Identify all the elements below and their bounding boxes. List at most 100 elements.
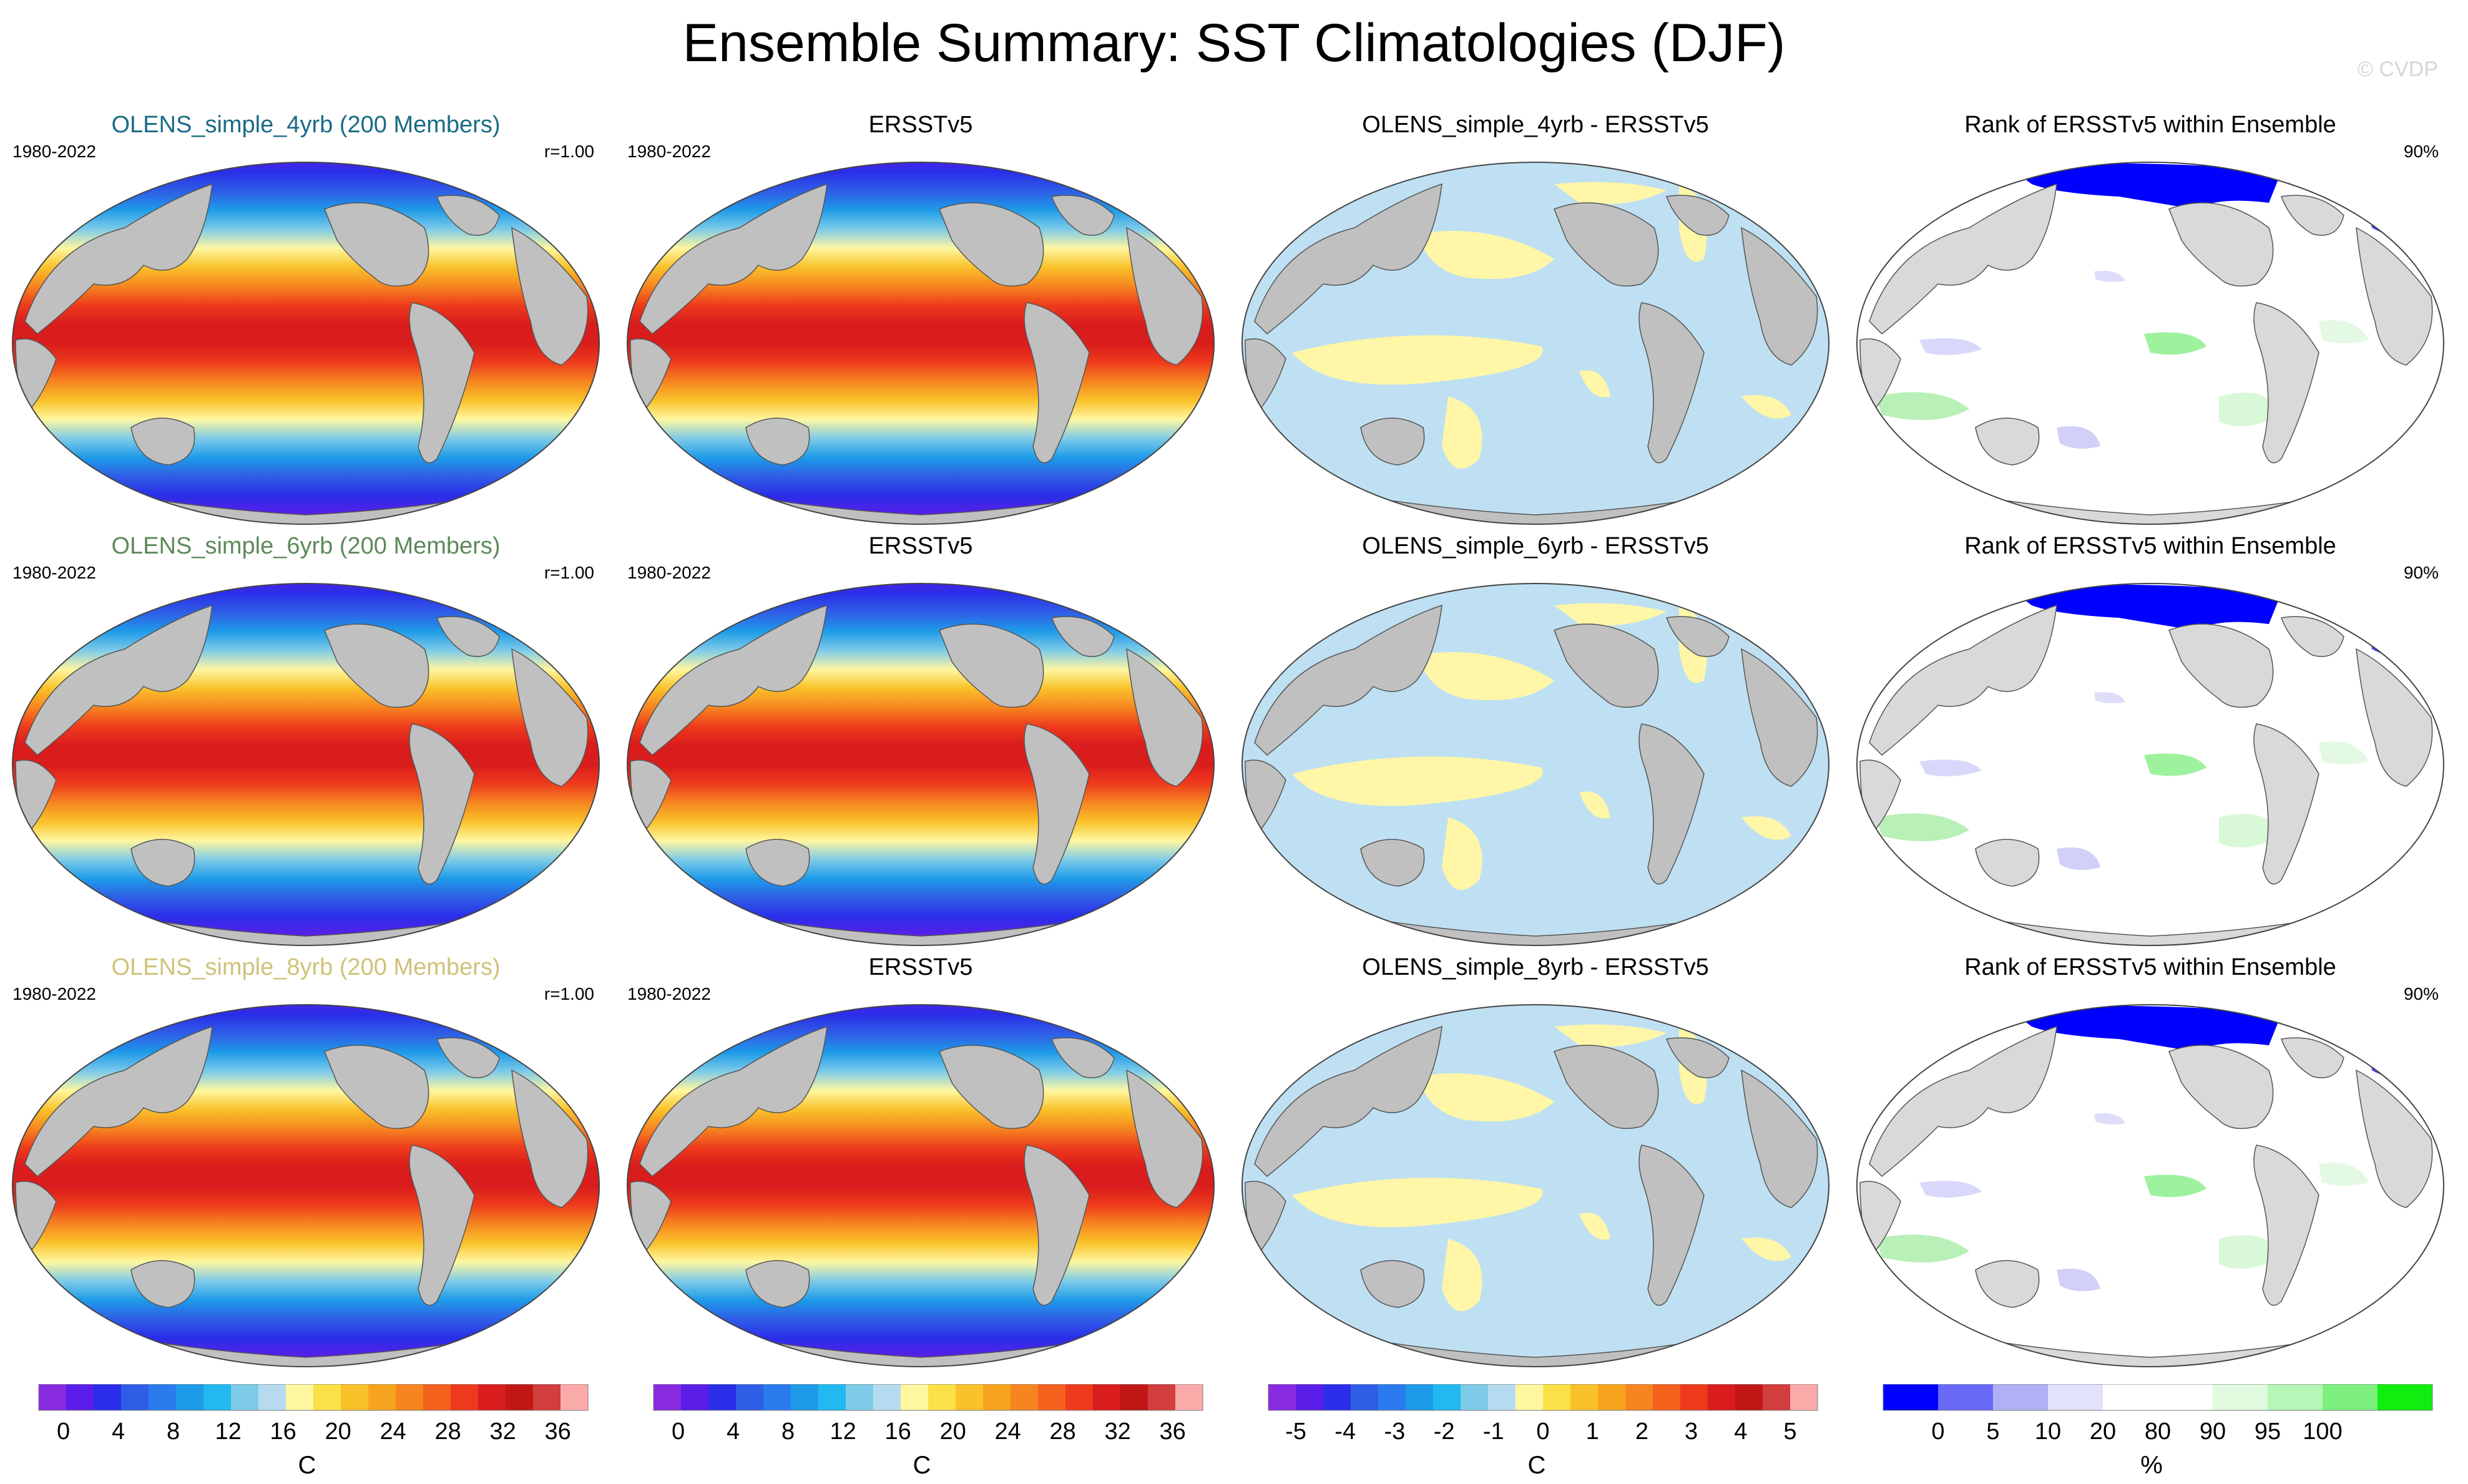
colorbar-swatch <box>1351 1384 1379 1410</box>
rank-percentage-label: 90% <box>2403 563 2439 582</box>
colorbar-swatch <box>423 1384 451 1410</box>
difference-panel-title: OLENS_simple_6yrb - ERSSTv5 <box>1362 533 1709 559</box>
map-panel-diff-row2: OLENS_simple_6yrb - ERSSTv5 <box>1230 530 1841 952</box>
figure-title: Ensemble Summary: SST Climatologies (DJF… <box>682 13 1786 73</box>
colorbar-tick-label: 32 <box>489 1418 516 1445</box>
colorbar-tick-label: 12 <box>830 1418 856 1445</box>
pattern-correlation-label: r=1.00 <box>544 984 594 1003</box>
colorbar-tick-label: 20 <box>2090 1418 2116 1445</box>
colorbar-tick-label: 28 <box>434 1418 461 1445</box>
colorbar-swatch <box>341 1384 369 1410</box>
world-map-diff <box>1241 1004 1829 1367</box>
colorbar-swatch <box>818 1384 846 1410</box>
colorbar-swatch <box>763 1384 791 1410</box>
colorbar-tick-label: 100 <box>2303 1418 2342 1445</box>
colorbar-swatch <box>901 1384 929 1410</box>
ensemble-panel-title: OLENS_simple_6yrb (200 Members) <box>111 533 501 559</box>
colorbar-swatch <box>313 1384 341 1410</box>
colorbar-tick-label: 5 <box>1986 1418 1999 1445</box>
colorbar-swatch <box>1625 1384 1653 1410</box>
map-panel-ens-row1: OLENS_simple_4yrb (200 Members) 1980-2022… <box>0 109 612 530</box>
colorbar-swatch <box>846 1384 874 1410</box>
colorbar-tick-label: 90 <box>2200 1418 2226 1445</box>
colorbar-tick-label: 16 <box>884 1418 911 1445</box>
colorbar-sst: 0 4 8 12 16 20 24 28 32 36 C <box>1 1384 613 1484</box>
colorbar-tick-label: -3 <box>1384 1418 1406 1445</box>
colorbar-swatch <box>873 1384 901 1410</box>
world-map-ens <box>12 1004 600 1367</box>
colorbar-swatch <box>368 1384 396 1410</box>
colorbar-swatch <box>1598 1384 1626 1410</box>
world-map-ens <box>12 162 600 525</box>
world-map-rank <box>1856 1004 2444 1367</box>
colorbar-swatch <box>1680 1384 1708 1410</box>
colorbar-unit-label: C <box>913 1452 931 1479</box>
colorbar-swatch <box>2323 1384 2378 1410</box>
colorbar-swatch <box>149 1384 177 1410</box>
world-map-rank <box>1856 162 2444 525</box>
colorbar-swatch <box>983 1384 1011 1410</box>
colorbar-swatch <box>2268 1384 2323 1410</box>
colorbar-tick-label: -2 <box>1434 1418 1455 1445</box>
colorbar-swatch <box>1065 1384 1094 1410</box>
colorbar-swatch <box>1653 1384 1681 1410</box>
colorbar-tick-label: 0 <box>1536 1418 1549 1445</box>
colorbar-swatches: 0 5 10 20 80 90 95 100 <box>1883 1384 2433 1445</box>
colorbar-swatches: 0 4 8 12 16 20 24 28 32 36 <box>38 1384 589 1445</box>
colorbar-swatch <box>1993 1384 2049 1410</box>
map-panel-ens-row2: OLENS_simple_6yrb (200 Members) 1980-2022… <box>0 530 612 952</box>
colorbar-unit-label: C <box>298 1452 316 1479</box>
colorbar-swatch <box>654 1384 682 1410</box>
colorbar-tick-label: 95 <box>2255 1418 2281 1445</box>
colorbar-swatches: -5 -4 -3 -2 -1 0 1 2 3 4 5 <box>1268 1384 1818 1445</box>
colorbar-swatch <box>1296 1384 1324 1410</box>
colorbar-swatch <box>2103 1384 2158 1410</box>
colorbar-tick-label: 2 <box>1635 1418 1648 1445</box>
colorbar-tick-label: 36 <box>1159 1418 1185 1445</box>
period-label: 1980-2022 <box>627 984 711 1003</box>
colorbar-swatch <box>1011 1384 1039 1410</box>
colorbar-tick-label: 28 <box>1049 1418 1075 1445</box>
map-panel-obs-row2: ERSSTv5 1980-2022 <box>615 530 1227 952</box>
rank-panel-title: Rank of ERSSTv5 within Ensemble <box>1964 533 2336 559</box>
rank-percentage-label: 90% <box>2403 142 2439 161</box>
colorbar-swatch <box>478 1384 506 1410</box>
rank-panel-title: Rank of ERSSTv5 within Ensemble <box>1964 954 2336 980</box>
colorbar-swatch <box>286 1384 314 1410</box>
colorbar-tick-label: 24 <box>994 1418 1021 1445</box>
colorbar-tick-label: 16 <box>270 1418 296 1445</box>
map-panel-rank-row1: Rank of ERSSTv5 within Ensemble 90% <box>1844 109 2456 530</box>
world-map-obs <box>627 583 1215 946</box>
colorbar-swatch <box>1120 1384 1148 1410</box>
colorbar-swatch <box>451 1384 479 1410</box>
colorbar-swatches: 0 4 8 12 16 20 24 28 32 36 <box>653 1384 1203 1445</box>
world-map-diff <box>1241 162 1829 525</box>
colorbar-swatch <box>1378 1384 1406 1410</box>
colorbar-tick-label: 0 <box>1931 1418 1944 1445</box>
colorbar-swatch <box>2377 1384 2433 1410</box>
colorbar-swatch <box>956 1384 984 1410</box>
colorbar-tick-label: 32 <box>1104 1418 1130 1445</box>
colorbar-swatch <box>258 1384 286 1410</box>
world-map-rank <box>1856 583 2444 946</box>
map-panel-rank-row2: Rank of ERSSTv5 within Ensemble 90% <box>1844 530 2456 952</box>
map-panel-diff-row3: OLENS_simple_8yrb - ERSSTv5 <box>1230 952 1841 1373</box>
colorbar-swatch <box>681 1384 709 1410</box>
colorbar-swatch <box>1570 1384 1599 1410</box>
observation-panel-title: ERSSTv5 <box>868 112 973 138</box>
colorbar-swatch <box>1488 1384 1516 1410</box>
colorbar-swatch <box>2213 1384 2268 1410</box>
period-label: 1980-2022 <box>12 984 96 1003</box>
colorbar-tick-label: 8 <box>167 1418 180 1445</box>
colorbar-tick-label: 5 <box>1783 1418 1796 1445</box>
colorbar-swatch <box>231 1384 259 1410</box>
colorbar-swatch <box>1268 1384 1296 1410</box>
colorbar-swatch <box>1323 1384 1351 1410</box>
colorbar-swatch <box>506 1384 534 1410</box>
colorbar-swatch <box>1038 1384 1066 1410</box>
period-label: 1980-2022 <box>627 142 711 161</box>
rank-panel-title: Rank of ERSSTv5 within Ensemble <box>1964 112 2336 138</box>
colorbar-unit-label: C <box>1527 1452 1546 1479</box>
colorbar-tick-label: 20 <box>939 1418 966 1445</box>
colorbar-tick-label: 0 <box>672 1418 685 1445</box>
